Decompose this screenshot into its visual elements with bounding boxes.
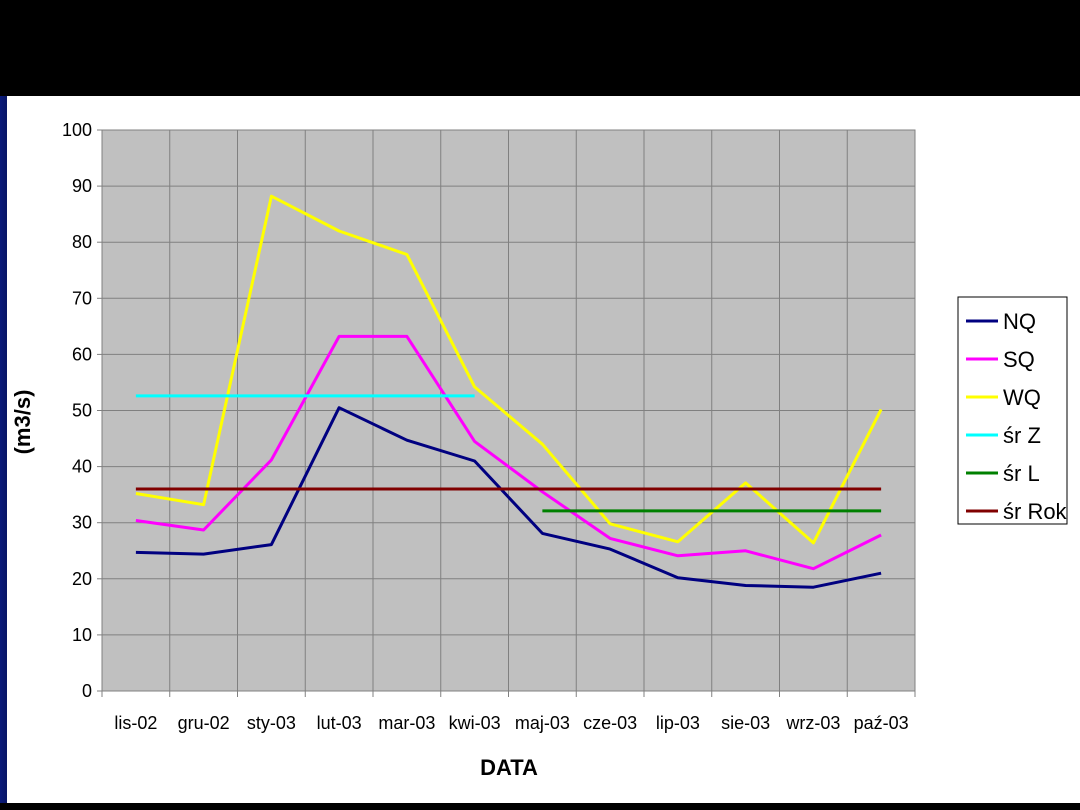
legend-label: SQ xyxy=(1003,347,1035,372)
x-tick-label: paź-03 xyxy=(854,713,909,733)
bottom-band xyxy=(0,803,1080,810)
x-tick-label: gru-02 xyxy=(178,713,230,733)
y-tick-label: 50 xyxy=(72,401,92,421)
y-axis-label-group: (m3/s) xyxy=(10,390,35,455)
x-tick-label: wrz-03 xyxy=(785,713,840,733)
x-axis-label: DATA xyxy=(480,755,538,780)
x-tick-label: cze-03 xyxy=(583,713,637,733)
x-tick-label: maj-03 xyxy=(515,713,570,733)
series-line-wq xyxy=(135,194,883,545)
y-tick-label: 100 xyxy=(62,120,92,140)
y-tick-label: 40 xyxy=(72,457,92,477)
legend-label: WQ xyxy=(1003,385,1041,410)
x-tick-label: lut-03 xyxy=(317,713,362,733)
legend-label: śr L xyxy=(1003,461,1040,486)
x-tick-label: sty-03 xyxy=(247,713,296,733)
x-tick-label: lip-03 xyxy=(656,713,700,733)
y-axis-label: (m3/s) xyxy=(10,390,35,455)
series-line-sq xyxy=(135,334,882,571)
y-tick-label: 20 xyxy=(72,569,92,589)
x-tick-label: sie-03 xyxy=(721,713,770,733)
y-tick-label: 90 xyxy=(72,176,92,196)
top-band xyxy=(0,0,1080,96)
legend-label: śr Rok xyxy=(1003,499,1068,524)
y-tick-label: 80 xyxy=(72,232,92,252)
y-tick-label: 0 xyxy=(82,681,92,701)
legend-label: śr Z xyxy=(1003,423,1041,448)
legend: NQ SQ WQ śr Z śr L śr Rok xyxy=(957,296,1068,525)
y-tick-label: 10 xyxy=(72,625,92,645)
y-tick-label: 30 xyxy=(72,513,92,533)
series-line-nq xyxy=(135,406,882,589)
legend-box xyxy=(957,296,1068,525)
x-tick-label: lis-02 xyxy=(114,713,157,733)
legend-label: NQ xyxy=(1003,309,1036,334)
x-tick-label: kwi-03 xyxy=(449,713,501,733)
y-tick-label: 70 xyxy=(72,288,92,308)
y-tick-label: 60 xyxy=(72,344,92,364)
x-tick-label: mar-03 xyxy=(378,713,435,733)
